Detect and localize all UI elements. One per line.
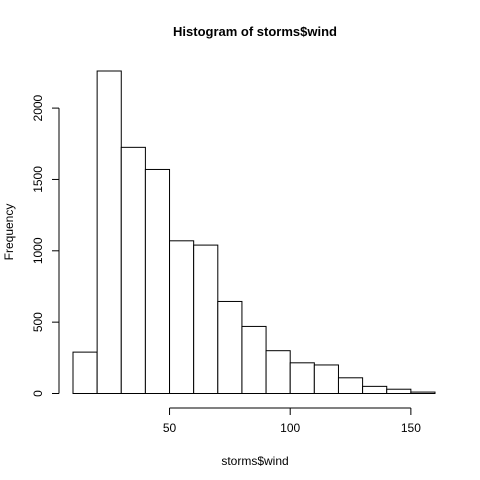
x-axis-label: storms$wind: [221, 454, 288, 468]
histogram-bar: [289, 362, 315, 395]
histogram-bar: [96, 70, 122, 394]
histogram-bar: [144, 168, 171, 394]
x-tick-label: 150: [401, 421, 421, 435]
y-tick-label: 0: [31, 390, 45, 397]
histogram-bar: [265, 350, 291, 395]
histogram-bar: [217, 300, 243, 395]
histogram-bar: [313, 364, 339, 394]
histogram-bar: [72, 351, 98, 394]
x-tick-label: 50: [163, 421, 177, 435]
histogram-bar: [120, 146, 146, 394]
x-axis: 50 100 150: [163, 407, 421, 435]
histogram-bar: [169, 240, 195, 394]
chart-title: Histogram of storms$wind: [173, 24, 337, 39]
y-tick-label: 500: [31, 312, 45, 332]
y-tick-label: 1500: [31, 166, 45, 193]
histogram-bar: [410, 391, 436, 394]
y-tick-label: 2000: [31, 94, 45, 121]
y-axis-label: Frequency: [2, 204, 16, 261]
bars-group: [72, 70, 436, 395]
histogram-bar: [193, 244, 219, 394]
y-tick-label: 1000: [31, 237, 45, 264]
x-tick-label: 100: [280, 421, 300, 435]
y-axis: 0 500 1000 1500 2000: [31, 94, 60, 397]
histogram-bar: [241, 325, 267, 395]
histogram-bar: [337, 377, 364, 395]
histogram-bar: [386, 388, 412, 394]
histogram-bar: [362, 385, 388, 395]
